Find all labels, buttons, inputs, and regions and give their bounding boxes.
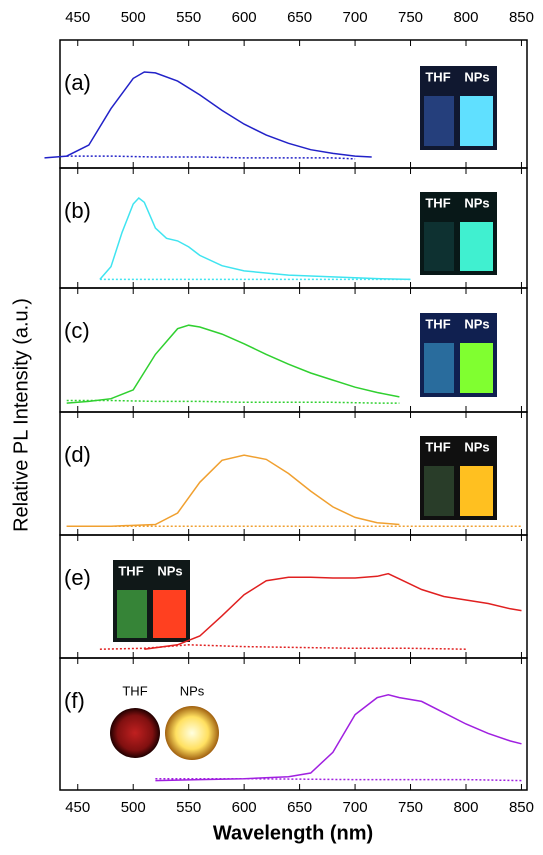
panel-frame: [59, 657, 528, 791]
x-axis-label: Wavelength (nm): [213, 822, 373, 844]
spectrum-line: [66, 324, 400, 404]
x-tick-label: 600: [232, 9, 257, 26]
spectrum-line: [66, 454, 400, 527]
inset-label: THF: [425, 316, 450, 331]
y-axis-label: Relative PL Intensity (a.u.): [10, 298, 32, 532]
panel: (b) THF NPs: [59, 167, 528, 289]
vial-thf: [424, 466, 454, 516]
spectrum-line: [66, 399, 400, 404]
spectrum-line: [99, 196, 411, 281]
x-tick-label: 850: [509, 799, 534, 816]
inset-label: NPs: [464, 195, 489, 210]
spectrum-line: [144, 572, 522, 650]
inset-label: THF: [118, 563, 143, 578]
spectrum-line: [155, 694, 522, 782]
panel-label: (c): [64, 318, 90, 343]
x-tick-label: 550: [176, 9, 201, 26]
vial-nps: [460, 222, 493, 271]
panel-label: (e): [64, 565, 91, 590]
inset-label: NPs: [464, 316, 489, 331]
x-tick-label: 800: [453, 799, 478, 816]
x-tick-label: 500: [121, 9, 146, 26]
vial-nps: [460, 96, 493, 146]
vial-nps: [153, 590, 186, 638]
x-tick-label: 650: [287, 9, 312, 26]
vial-nps: [460, 466, 493, 516]
inset-label: THF: [122, 683, 147, 698]
vial-nps: [460, 343, 493, 393]
vial-thf: [117, 590, 147, 638]
x-tick-label: 450: [65, 799, 90, 816]
spectrum-line: [99, 644, 467, 650]
x-tick-label: 550: [176, 799, 201, 816]
spectrum-line: [155, 777, 522, 782]
vial-thf: [424, 222, 454, 271]
inset-label: THF: [425, 195, 450, 210]
panel-label: (b): [64, 198, 91, 223]
inset-label: THF: [425, 439, 450, 454]
x-tick-label: 500: [121, 799, 146, 816]
x-tick-label: 750: [398, 799, 423, 816]
vial-thf: [424, 96, 454, 146]
panel: (d) THF NPs: [59, 411, 528, 536]
photo-nps: [165, 706, 219, 760]
inset-label: THF: [425, 69, 450, 84]
inset-label: NPs: [464, 69, 489, 84]
inset-label: NPs: [180, 683, 205, 698]
inset-label: NPs: [157, 563, 182, 578]
spectrum-line: [66, 155, 356, 160]
spectrum-line: [44, 71, 372, 159]
panel-label: (f): [64, 688, 85, 713]
vial-thf: [424, 343, 454, 393]
x-tick-label: 450: [65, 9, 90, 26]
panel-label: (a): [64, 70, 91, 95]
x-tick-label: 850: [509, 9, 534, 26]
panel: 450 500 550 600 650 700 750 800 850 (a) THF NPs: [44, 9, 534, 169]
photo-thf: [110, 708, 160, 758]
x-tick-label: 800: [453, 9, 478, 26]
inset-label: NPs: [464, 439, 489, 454]
x-tick-label: 700: [343, 9, 368, 26]
panel: (e) THF NPs: [59, 534, 528, 659]
x-tick-label: 750: [398, 9, 423, 26]
x-tick-label: 700: [343, 799, 368, 816]
x-tick-label: 600: [232, 799, 257, 816]
panel-label: (d): [64, 442, 91, 467]
panel: 450 500 550 600 650 700 750 800 850 (f) THF NPs: [59, 657, 534, 816]
x-tick-label: 650: [287, 799, 312, 816]
panel: (c) THF NPs: [59, 287, 528, 413]
